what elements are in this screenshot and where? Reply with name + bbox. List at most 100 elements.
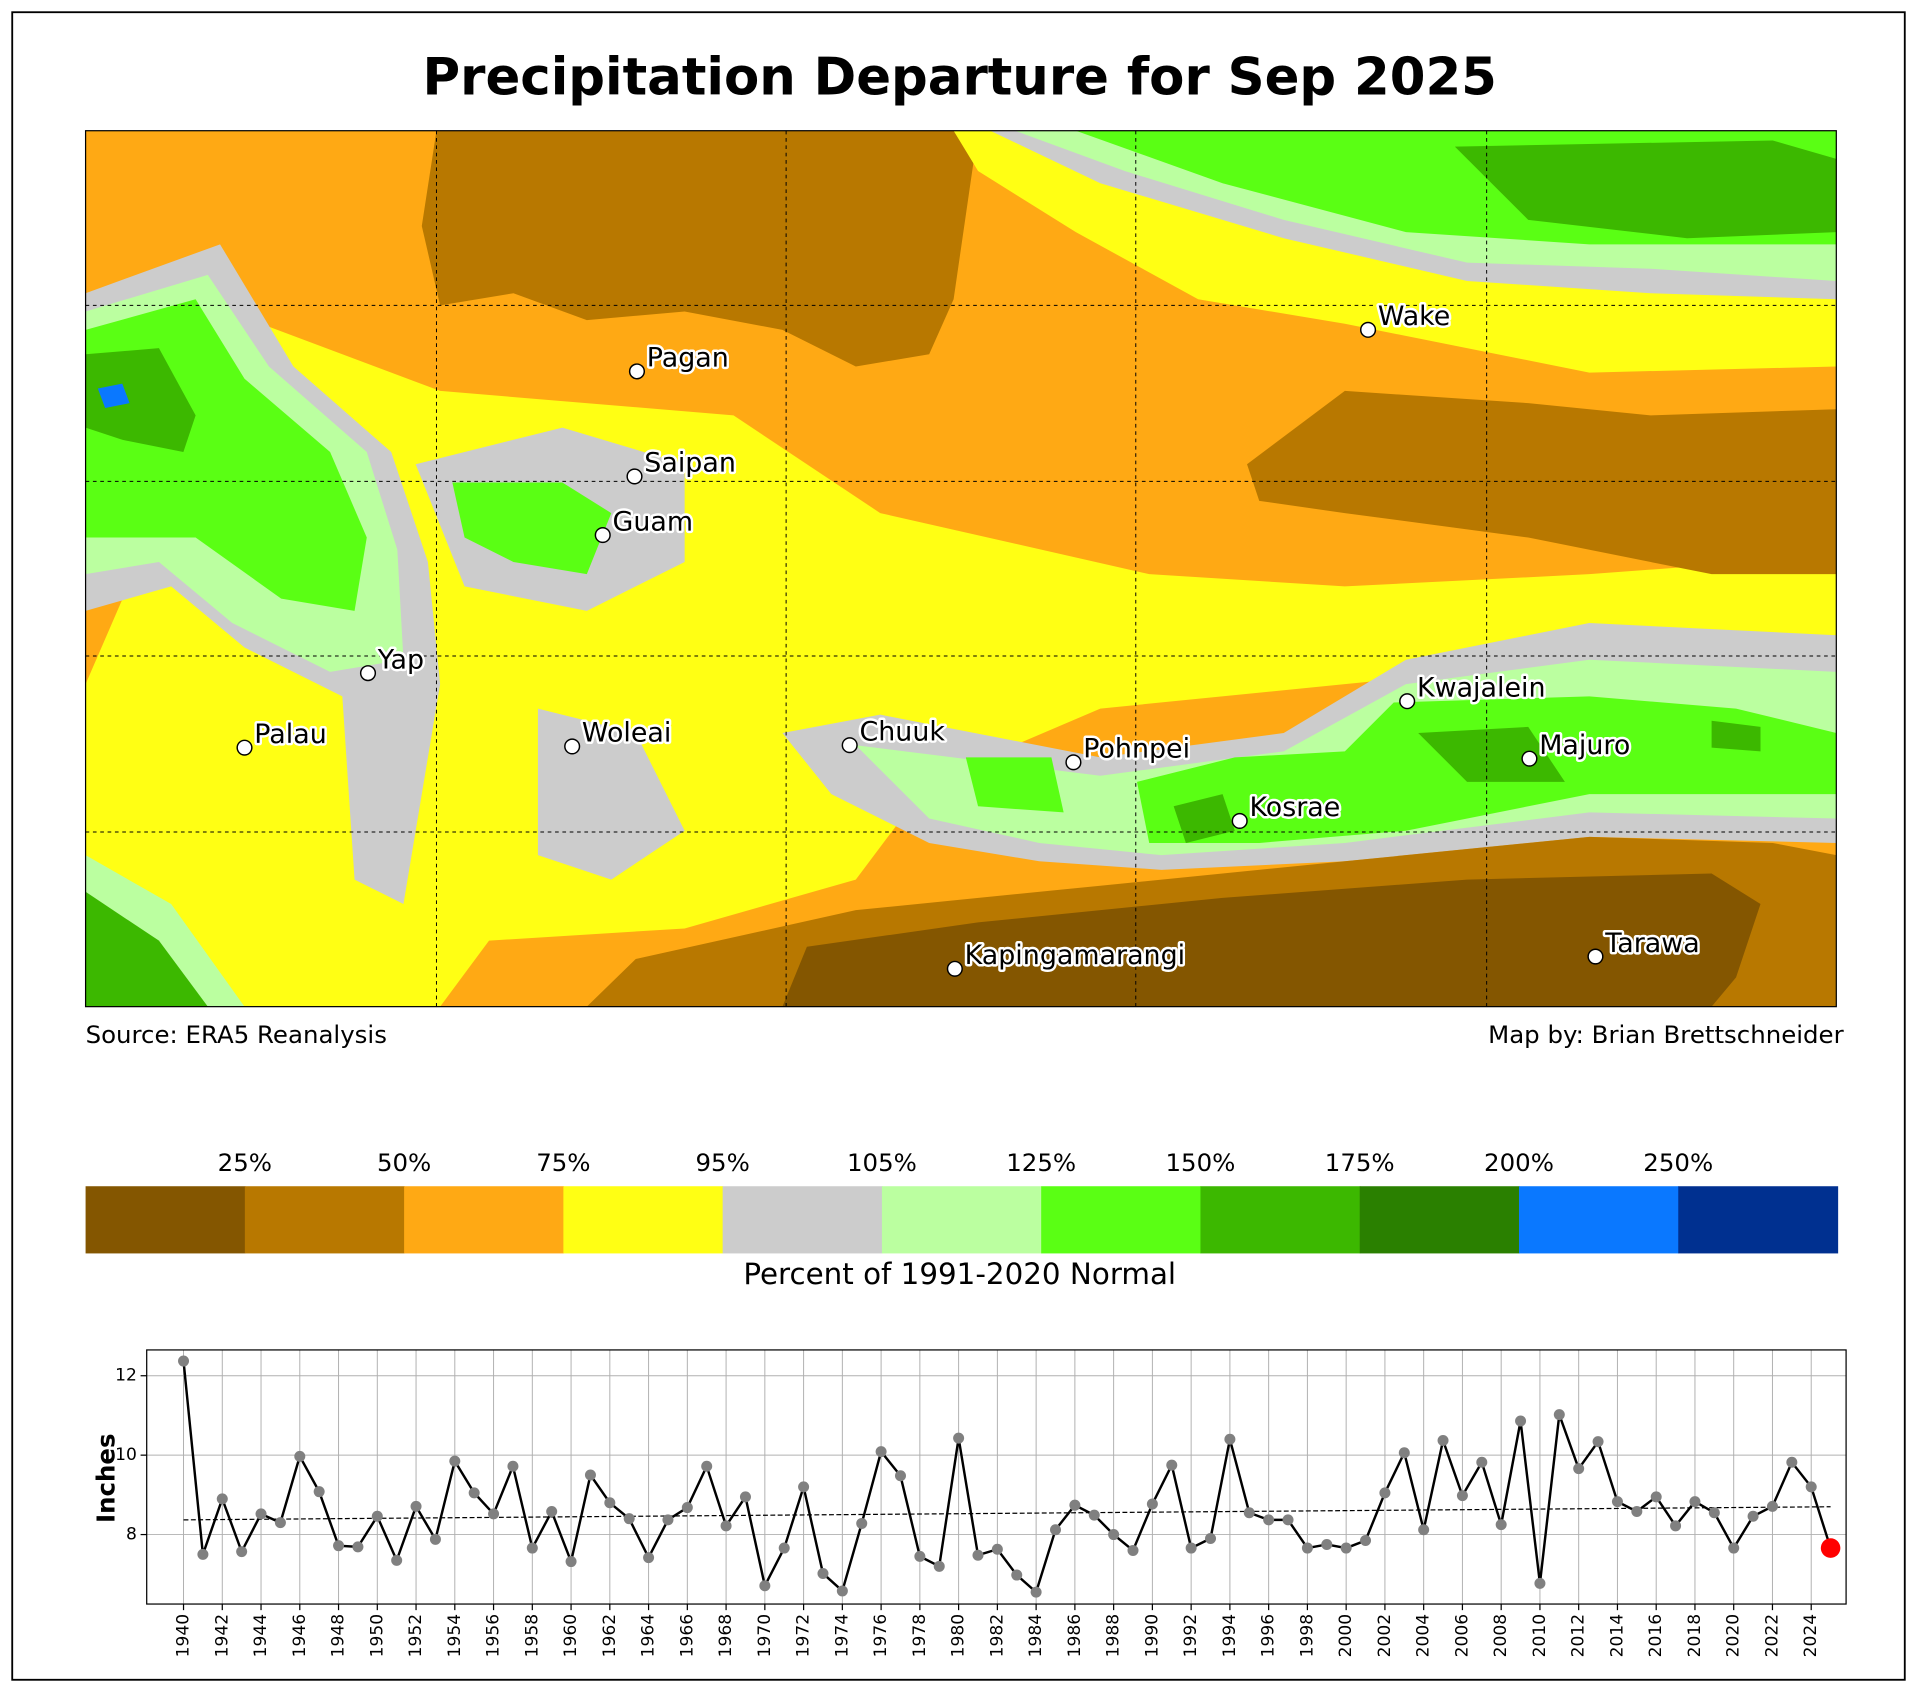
x-tick-label: 1998 [1297,1614,1317,1657]
data-point [429,1533,441,1545]
colorbar-swatch [1041,1186,1202,1254]
data-point [1185,1542,1197,1554]
x-tick-label: 1990 [1142,1614,1162,1657]
data-point [1243,1507,1255,1519]
x-tick-label: 1988 [1104,1614,1124,1657]
colorbar-label: Percent of 1991-2020 Normal [743,1257,1176,1291]
x-tick-label: 2002 [1375,1614,1395,1657]
map-region [1173,720,1761,843]
data-point [1766,1500,1778,1512]
data-point [914,1550,926,1562]
x-tick-label: 1984 [1026,1614,1046,1657]
x-tick-label: 1942 [212,1614,232,1657]
data-point [1650,1491,1662,1503]
data-point [1708,1507,1720,1519]
data-point [1805,1481,1817,1493]
y-tick-label: 8 [126,1525,137,1545]
station-label: Woleai [582,718,671,749]
colorbar-tick-label: 200% [1484,1148,1554,1177]
colorbar-swatch [1359,1186,1520,1254]
station-marker [1231,812,1248,830]
colorbar-tick-label: 125% [1006,1148,1076,1177]
x-tick-label: 2008 [1491,1614,1511,1657]
x-tick-label: 2014 [1607,1614,1627,1657]
data-point [1670,1520,1682,1532]
data-point [953,1432,965,1444]
data-point [1437,1434,1449,1446]
colorbar-swatch [404,1186,564,1254]
station-marker [359,665,377,682]
x-tick-label: 2016 [1646,1614,1666,1657]
colorbar-tick-label: 50% [377,1148,431,1177]
station-label: Chuuk [859,717,945,748]
x-tick-label: 2024 [1801,1614,1821,1657]
station-marker [946,960,963,977]
station-marker [594,527,611,544]
x-tick-label: 1962 [600,1614,620,1657]
data-point [1534,1577,1546,1589]
x-tick-label: 1970 [755,1614,775,1657]
data-point [972,1549,984,1561]
map-gridlines [85,130,1837,1007]
map-border [84,130,1837,1008]
data-point [1340,1542,1352,1554]
x-tick-label: 1982 [987,1614,1007,1657]
x-tick-label: 1986 [1065,1614,1085,1657]
station-label: Pohnpei [1083,734,1190,765]
colorbar-tick-label: 95% [695,1148,749,1177]
data-point [507,1460,519,1472]
data-point [1011,1569,1023,1581]
data-point [274,1517,286,1529]
data-point [197,1548,209,1560]
data-point [759,1580,771,1592]
colorbar-tick-label: 175% [1325,1148,1395,1177]
data-point [1282,1514,1294,1526]
x-tick-label: 1946 [290,1614,310,1657]
data-point [817,1567,829,1579]
map-region [85,891,208,1007]
map-region [1454,140,1837,239]
data-point [798,1481,810,1493]
data-point [1786,1456,1798,1468]
data-point [1592,1436,1604,1448]
data-point [526,1542,538,1554]
map-region [1247,390,1837,575]
x-tick-label: 1958 [522,1614,542,1657]
data-point [488,1508,500,1520]
data-point [1689,1496,1701,1508]
y-tick-label: 10 [115,1445,137,1465]
station-marker [1521,750,1538,767]
data-point [1108,1529,1120,1541]
map-region [782,873,1761,1007]
map-region [421,130,979,367]
data-point [294,1450,306,1462]
colorbar-tick-label: 75% [536,1148,590,1177]
x-tick-label: 1948 [329,1614,349,1657]
station-label: Wake [1378,301,1450,332]
data-line [182,1360,1832,1595]
x-tick-label: 1960 [561,1614,581,1657]
data-point [236,1546,248,1558]
data-point [371,1510,383,1522]
x-tick-label: 1980 [949,1614,969,1657]
station-label: Palau [254,719,326,750]
station-marker [1587,948,1604,965]
data-point [449,1455,461,1467]
y-tick-label: 12 [115,1366,137,1386]
colorbar-tick-label: 25% [218,1148,272,1177]
station-label: Pagan [647,343,729,374]
data-point [1611,1496,1623,1508]
data-point [991,1543,1003,1555]
data-point [216,1493,228,1505]
x-tick-label: 1976 [871,1614,891,1657]
data-point [778,1542,790,1554]
x-tick-label: 1996 [1259,1614,1279,1657]
colorbar-tick-label: 250% [1643,1148,1713,1177]
data-point [933,1560,945,1572]
data-point [1631,1506,1643,1518]
station-marker [628,363,646,380]
data-point [739,1491,751,1503]
data-point [546,1506,558,1518]
station-marker [564,738,581,755]
